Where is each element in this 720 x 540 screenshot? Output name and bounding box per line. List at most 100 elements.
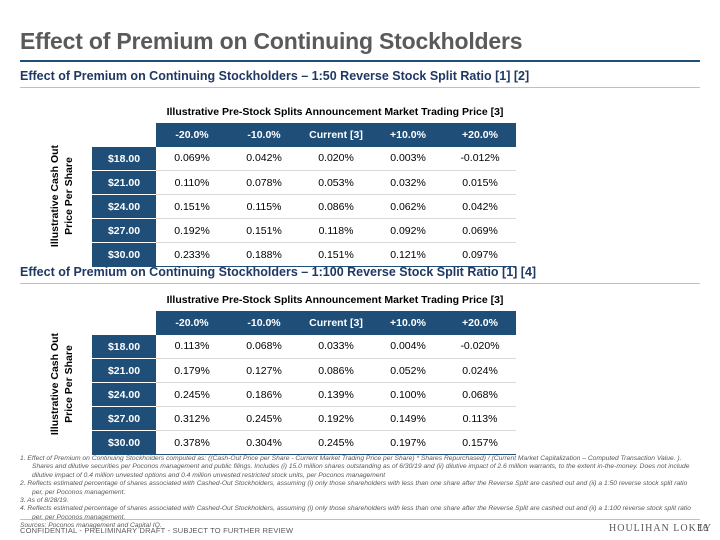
table-cell: 0.062% [372,194,444,219]
table-1-column-header: -10.0% [228,122,300,147]
confidential-label: CONFIDENTIAL - PRELIMINARY DRAFT - SUBJE… [20,526,294,535]
table-cell: 0.110% [156,170,228,195]
row-price-label: $27.00 [92,218,156,243]
table-row: $24.00 0.245% 0.186% 0.139% 0.100% 0.068… [92,382,516,407]
table-cell: 0.086% [300,358,372,383]
table-cell: 0.233% [156,242,228,267]
table-1-header-row: -20.0% -10.0% Current [3] +10.0% +20.0% [92,122,516,147]
table-cell: 0.053% [300,170,372,195]
row-price-label: $27.00 [92,406,156,431]
table-cell: 0.042% [444,194,516,219]
title-divider [20,60,700,62]
table-2-heading: Effect of Premium on Continuing Stockhol… [20,265,537,279]
table-cell: 0.245% [228,406,300,431]
row-price-label: $21.00 [92,358,156,383]
table-cell: 0.192% [300,406,372,431]
sources-note: Sources: Poconos management and Capital … [20,522,162,530]
table-cell: 0.151% [228,218,300,243]
table-1-column-header: +20.0% [444,122,516,147]
table-cell: 0.378% [156,430,228,455]
table-cell: 0.304% [228,430,300,455]
table-2-column-header: Current [3] [300,310,372,335]
table-cell: 0.092% [372,218,444,243]
table-1-y-axis-label: Illustrative Cash Out Price Per Share [49,144,75,248]
table-cell: 0.068% [444,382,516,407]
table-1-column-header: Current [3] [300,122,372,147]
table-cell: 0.068% [246,340,282,353]
table-row: $21.00 0.110% 0.078% 0.053% 0.032% 0.015… [92,170,516,195]
table-row: $24.00 0.151% 0.115% 0.086% 0.062% 0.042… [92,194,516,219]
table-1-caption: Illustrative Pre-Stock Splits Announceme… [166,106,504,118]
table-2-caption: Illustrative Pre-Stock Splits Announceme… [166,294,504,306]
table-cell: 0.197% [372,430,444,455]
table-cell: 0.118% [300,218,372,243]
row-price-label: $18.00 [92,146,156,171]
footnotes: 1. Effect of Premium on Continuing Stock… [20,455,700,531]
table-1-corner [92,123,156,147]
table-2-column-header: +10.0% [372,310,444,335]
table-cell: 0.245% [300,430,372,455]
table-cell: 0.078% [228,170,300,195]
table-row: $18.00 0.069% 0.042% 0.020% 0.003% -0.01… [92,146,516,171]
table-cell: 0.192% [156,218,228,243]
table-cell: 0.033% [318,340,354,353]
table-cell: 0.052% [372,358,444,383]
table-cell: 0.157% [444,430,516,455]
table-row: $18.00 0.113% 0.068% 0.033% 0.004% -0.02… [92,334,516,359]
footnote-2: 2. Reflects estimated percentage of shar… [20,480,688,496]
page-number: 16 [697,523,708,533]
table-row: $30.00 0.378% 0.304% 0.245% 0.197% 0.157… [92,430,516,455]
table-cell: 0.245% [156,382,228,407]
table-cell: 0.149% [372,406,444,431]
table-2-column-header: +20.0% [444,310,516,335]
table-1-column-header: -20.0% [156,122,228,147]
page-title: Effect of Premium on Continuing Stockhol… [20,28,523,54]
company-logo: HOULIHAN LOKEY [609,523,713,534]
table-cell: 0.042% [246,152,282,165]
table-cell: -0.020% [460,340,500,353]
table-cell: 0.115% [228,194,300,219]
table-cell: 0.069% [174,152,210,165]
table-2-heading-divider [20,283,700,284]
table-cell: 0.139% [300,382,372,407]
row-price-label: $21.00 [92,170,156,195]
table-cell: 0.127% [228,358,300,383]
table-cell: 0.086% [300,194,372,219]
table-1-sensitivity-grid: -20.0% -10.0% Current [3] +10.0% +20.0% … [92,122,516,267]
table-2-y-axis-label: Illustrative Cash Out Price Per Share [49,332,75,436]
table-cell: 0.312% [156,406,228,431]
table-2-corner [92,311,156,335]
row-price-label: $30.00 [92,430,156,455]
row-price-label: $24.00 [92,194,156,219]
footnote-4: 4. Reflects estimated percentage of shar… [20,505,691,521]
table-cell: 0.003% [390,152,426,165]
footnote-3: 3. As of 8/28/19. [20,497,69,505]
table-cell: 0.032% [372,170,444,195]
table-cell: 0.100% [372,382,444,407]
footnote-1: 1. Effect of Premium on Continuing Stock… [20,455,690,479]
table-cell: 0.186% [228,382,300,407]
table-cell: 0.113% [444,406,516,431]
table-row: $27.00 0.312% 0.245% 0.192% 0.149% 0.113… [92,406,516,431]
row-price-label: $30.00 [92,242,156,267]
row-price-label: $24.00 [92,382,156,407]
table-2-column-header: -10.0% [228,310,300,335]
row-price-label: $18.00 [92,334,156,359]
table-cell: 0.151% [156,194,228,219]
table-cell: 0.069% [444,218,516,243]
table-2-column-header: -20.0% [156,310,228,335]
table-cell: 0.113% [174,340,210,353]
table-2-sensitivity-grid: -20.0% -10.0% Current [3] +10.0% +20.0% … [92,310,516,455]
table-cell: 0.004% [390,340,426,353]
table-1-heading: Effect of Premium on Continuing Stockhol… [20,69,530,83]
table-1-column-header: +10.0% [372,122,444,147]
table-1-heading-divider [20,87,700,88]
table-row: $27.00 0.192% 0.151% 0.118% 0.092% 0.069… [92,218,516,243]
table-cell: 0.097% [444,242,516,267]
table-row: $21.00 0.179% 0.127% 0.086% 0.052% 0.024… [92,358,516,383]
table-cell: 0.020% [318,152,354,165]
table-cell: 0.121% [372,242,444,267]
footer-divider [20,519,700,520]
table-cell: 0.151% [300,242,372,267]
table-2-header-row: -20.0% -10.0% Current [3] +10.0% +20.0% [92,310,516,335]
